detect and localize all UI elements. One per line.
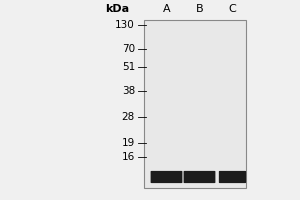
Text: 38: 38	[122, 86, 135, 96]
Text: 70: 70	[122, 44, 135, 54]
FancyBboxPatch shape	[219, 171, 246, 183]
Text: C: C	[229, 4, 236, 14]
Text: 19: 19	[122, 138, 135, 148]
Bar	[144, 20, 246, 188]
Text: A: A	[163, 4, 170, 14]
Text: B: B	[196, 4, 203, 14]
Text: 130: 130	[115, 20, 135, 30]
FancyBboxPatch shape	[151, 171, 182, 183]
Text: 28: 28	[122, 112, 135, 122]
Text: 16: 16	[122, 152, 135, 162]
FancyBboxPatch shape	[184, 171, 215, 183]
Text: kDa: kDa	[105, 4, 129, 14]
Text: 51: 51	[122, 62, 135, 72]
